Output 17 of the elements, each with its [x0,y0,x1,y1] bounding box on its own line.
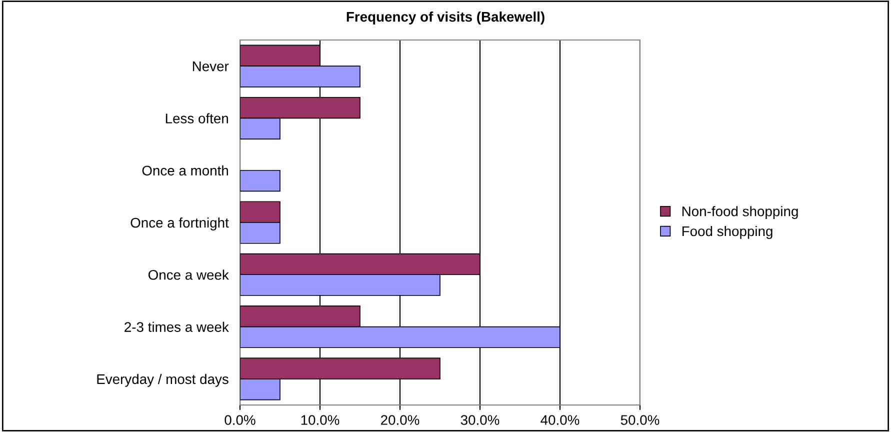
x-tick-label: 50.0% [620,415,660,425]
x-tick-label: 20.0% [381,415,420,425]
x-tick-label: 30.0% [460,415,500,425]
legend-label: Food shopping [682,226,772,239]
y-tick-label: Less often [166,113,228,124]
bar [240,170,280,192]
y-tick-label: Once a fortnight [130,217,229,230]
y-tick-label: 2-3 times a week [124,322,229,332]
x-tick-label: 40.0% [540,415,580,425]
y-tick-label: Never [192,62,229,72]
y-tick-label: Once a week [148,270,229,280]
x-tick-label: 0.0% [224,415,256,425]
x-tick-label: 10.0% [301,415,340,425]
y-tick-label: Everyday / most days [97,374,228,387]
chart-title: Frequency of visits (Bakewell) [346,12,544,24]
y-tick-label: Once a month [142,165,228,176]
legend-label: Non-food shopping [682,206,798,220]
